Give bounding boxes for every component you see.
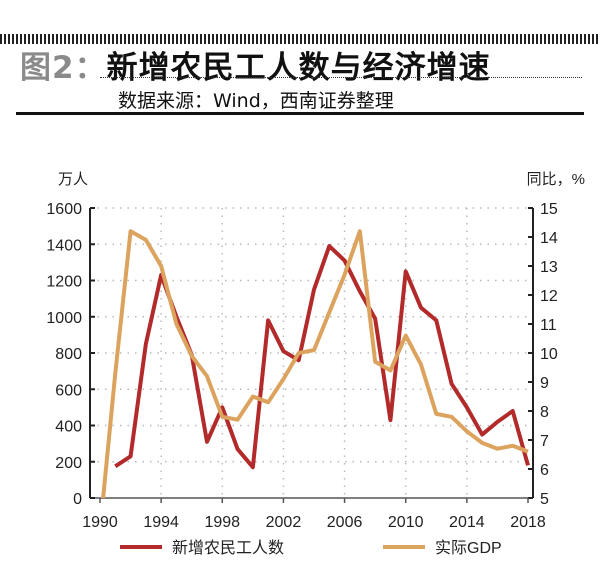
right-tick-label: 6 — [540, 462, 549, 479]
right-tick-label: 5 — [540, 491, 549, 508]
left-tick-label: 1000 — [46, 310, 82, 327]
right-tick-label: 10 — [540, 346, 558, 363]
header-rule — [16, 112, 584, 115]
left-tick-label: 1600 — [46, 201, 82, 218]
title-text: 新增农民工人数与经济增速 — [106, 50, 491, 86]
x-tick-label: 2002 — [266, 514, 302, 531]
legend-label: 新增农民工人数 — [172, 539, 284, 557]
left-tick-label: 0 — [73, 491, 82, 508]
right-tick-label: 9 — [540, 375, 549, 392]
header-hatch-bar — [0, 34, 600, 44]
right-tick-label: 15 — [540, 201, 558, 218]
left-tick-label: 600 — [55, 382, 82, 399]
series-line-migrant-workers — [114, 244, 530, 470]
left-tick-label: 400 — [55, 419, 82, 436]
x-tick-label: 2018 — [510, 514, 546, 531]
title-divider — [100, 77, 582, 78]
x-tick-label: 2006 — [327, 514, 363, 531]
x-tick-label: 2014 — [449, 514, 485, 531]
left-tick-label: 1200 — [46, 274, 82, 291]
right-tick-label: 8 — [540, 404, 549, 421]
right-tick-label: 11 — [540, 317, 557, 334]
source-note: 数据来源：Wind，西南证券整理 — [118, 90, 394, 112]
x-tick-label: 1994 — [143, 514, 179, 531]
x-tick-label: 1990 — [82, 514, 118, 531]
x-tick-label: 2010 — [388, 514, 424, 531]
series-line-real-gdp — [101, 229, 529, 498]
right-tick-label: 13 — [540, 259, 558, 276]
right-tick-label: 14 — [540, 230, 558, 247]
x-tick-label: 1998 — [204, 514, 240, 531]
figure-label: 图2： — [20, 50, 107, 86]
legend-label: 实际GDP — [435, 539, 502, 557]
figure-title: 图2：新增农民工人数与经济增速 — [20, 42, 491, 87]
right-tick-label: 12 — [540, 288, 558, 305]
left-tick-label: 1400 — [46, 237, 82, 254]
left-tick-label: 200 — [55, 455, 82, 472]
left-tick-label: 800 — [55, 346, 82, 363]
right-tick-label: 7 — [540, 433, 549, 450]
left-axis-unit: 万人 — [58, 171, 88, 188]
right-axis-unit: 同比，% — [527, 171, 585, 188]
